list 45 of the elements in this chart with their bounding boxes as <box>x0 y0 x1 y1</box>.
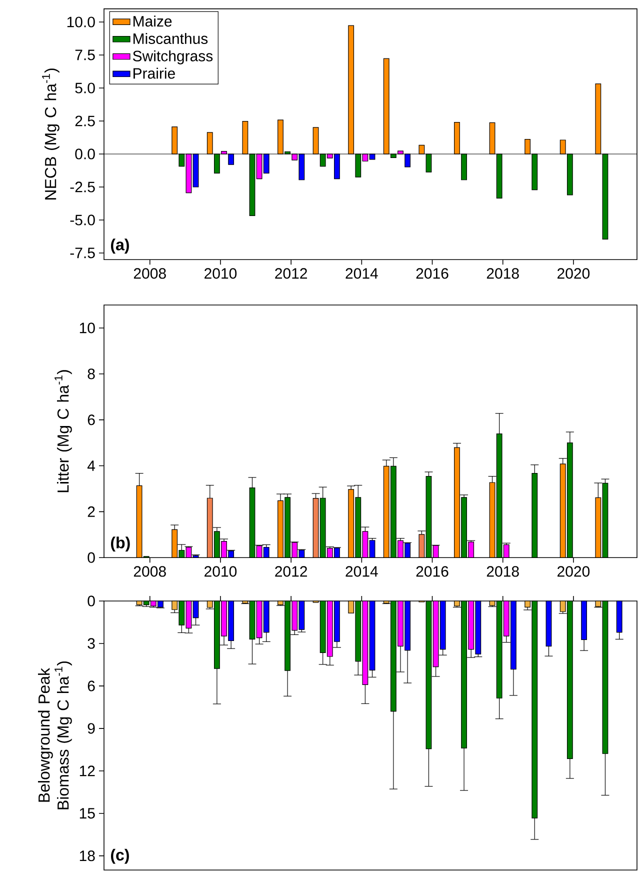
y-tick-label: -5.0 <box>70 214 95 226</box>
legend-label: Maize <box>134 16 172 27</box>
y-tick-label: 6 <box>88 414 95 426</box>
x-tick-label: 2014 <box>346 566 378 577</box>
x-tick-label: 2018 <box>486 566 519 577</box>
x-tick-label: 2008 <box>134 268 166 279</box>
annotation: (b) <box>111 536 130 552</box>
x-tick-label: 2014 <box>346 268 378 279</box>
y-axis-title: Belowground Peak Biomass (Mg C ha$^{-1}$) <box>38 661 72 810</box>
y-tick-label: 0.0 <box>75 148 95 160</box>
y-tick-label: 2.5 <box>75 116 95 126</box>
y-tick-label: 9 <box>88 723 95 734</box>
x-tick-label: 2008 <box>134 566 166 577</box>
y-tick-label: 2 <box>88 506 95 517</box>
legend-label: Prairie <box>134 68 175 79</box>
y-tick-label: 6 <box>88 680 95 692</box>
x-tick-label: 2012 <box>275 566 307 577</box>
y-axis-title: NECB (Mg C ha$^{-1}$) <box>42 68 60 200</box>
x-tick-label: 2020 <box>558 268 590 279</box>
y-tick-label: 10.0 <box>67 16 95 28</box>
annotation: (c) <box>110 848 129 864</box>
y-tick-label: 7.5 <box>75 50 95 60</box>
legend-label: Switchgrass <box>132 50 213 64</box>
x-tick-label: 2020 <box>558 566 590 577</box>
y-tick-label: 18 <box>80 850 95 862</box>
x-tick-label: 2010 <box>204 566 237 577</box>
y-tick-label: 4 <box>87 460 96 471</box>
x-tick-label: 2016 <box>416 268 448 279</box>
y-tick-label: 8 <box>88 368 95 380</box>
x-tick-label: 2010 <box>204 268 237 279</box>
y-axis-title: Litter (Mg C ha$^{-1}$) <box>54 370 72 492</box>
y-tick-label: 5.0 <box>75 82 95 94</box>
y-tick-label: 15 <box>80 808 95 819</box>
y-tick-label: 0 <box>88 552 95 563</box>
y-tick-label: -2.5 <box>70 182 95 192</box>
annotation: (a) <box>111 238 129 254</box>
x-tick-label: 2016 <box>416 566 448 577</box>
y-tick-label: 10 <box>80 322 95 334</box>
x-tick-label: 2012 <box>275 268 307 279</box>
x-tick-label: 2018 <box>486 268 519 279</box>
legend-label: Miscanthus <box>134 32 208 44</box>
y-tick-label: 0 <box>88 596 95 606</box>
y-tick-label: 3 <box>88 638 95 649</box>
y-tick-label: -7.5 <box>70 248 95 258</box>
y-tick-label: 12 <box>80 766 95 776</box>
